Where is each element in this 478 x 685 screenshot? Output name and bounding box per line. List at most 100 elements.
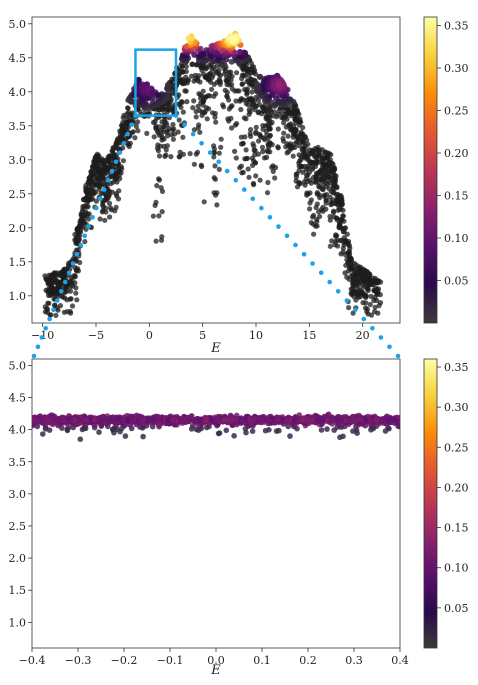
top-data-point [135,128,141,134]
zoom-connector-dot-left [109,168,115,174]
top-data-point [159,209,165,215]
zoom-connector-dot-left [98,196,103,202]
zoom-connector-dot-right [190,131,196,137]
bottom-data-point [155,417,161,423]
top-data-point [307,206,313,212]
top-data-point [311,212,317,218]
top-data-point [344,274,350,280]
top-data-point [107,205,113,211]
bottom-colorbar-tick-label: 0.20 [444,481,469,494]
top-data-point [261,103,267,109]
top-x-axis-label: E [210,341,221,356]
top-data-point [94,151,100,157]
zoom-connector-dot-left [66,270,72,276]
top-data-point [168,154,174,160]
top-data-point [176,101,183,107]
top-data-point [108,173,114,179]
top-data-point [260,149,266,155]
top-colorbar-gradient [423,16,438,324]
zoom-connector-dot-right [242,187,247,192]
bottom-data-point [291,417,298,423]
top-data-point [245,166,251,172]
top-data-point [340,213,346,219]
bottom-y-tick-label: 2.0 [9,552,27,565]
bottom-data-point [231,433,237,439]
top-data-point [102,217,108,223]
top-colorbar-tick-label: 0.10 [444,232,469,245]
bottom-data-point [348,417,355,423]
zoom-connector-dot-right [284,233,290,239]
top-data-point [312,145,318,152]
bottom-data-point [34,417,40,423]
top-y-tick-label: 1.5 [9,256,27,269]
zoom-connector-dot-right [293,242,298,248]
top-data-point [331,208,337,214]
top-data-point [368,293,374,299]
bottom-colorbar-tick-label: 0.05 [444,602,469,615]
top-data-point [214,202,220,208]
bottom-data-point [316,417,322,423]
top-data-point [314,201,320,207]
bottom-scatter-points [32,411,400,443]
zoom-connector-dot-right [318,270,324,276]
top-data-point [144,85,151,92]
zoom-connector-dot-left [55,298,60,303]
top-data-point [182,88,188,94]
bottom-data-point [96,429,102,436]
bottom-data-point [78,417,84,423]
top-data-point [214,63,220,69]
top-data-point [296,152,302,158]
top-data-point [243,147,249,153]
top-colorbar-tick-label: 0.05 [444,275,469,288]
top-data-point [253,129,259,135]
top-data-point [249,89,255,95]
top-data-point [52,302,58,308]
bottom-data-point [192,417,199,424]
top-data-point [260,126,266,132]
zoom-connector-dot-left [113,159,119,165]
top-data-point [243,116,249,122]
bottom-data-point [287,433,293,439]
top-data-point [316,183,322,189]
top-data-point [253,124,259,130]
top-data-point [346,305,352,311]
top-x-tick-label: 15 [302,329,316,342]
bottom-data-point [179,417,186,423]
top-data-point [212,163,218,169]
top-data-point [264,190,271,196]
top-data-point [320,204,326,210]
bottom-x-tick-label: 0.0 [207,654,225,667]
bottom-x-tick-label: −0.1 [157,654,184,667]
zoom-connector-dot-left [31,353,37,359]
top-data-point [222,87,228,93]
zoom-connector-dot-right [395,353,401,359]
top-data-point [280,135,286,142]
top-data-point [304,190,310,196]
top-data-point [306,147,312,153]
bottom-data-point [221,417,227,423]
top-data-point [177,149,183,155]
top-scatter-points [42,30,384,318]
top-data-point [248,127,254,133]
bottom-data-point [340,433,346,440]
zoom-region-box [134,48,178,117]
top-data-point [196,91,202,97]
bottom-data-point [223,427,230,434]
zoom-connector-dot-left [43,326,48,331]
top-colorbar-tick-label: 0.30 [444,62,469,75]
zoom-connector-dot-right [233,178,239,183]
top-data-point [288,121,294,127]
bottom-colorbar-gradient [423,358,438,649]
bottom-data-point [247,417,254,423]
top-data-point [107,153,113,159]
top-scatter-panel: −10−5051015201.01.52.02.53.03.54.04.55.0… [9,16,401,356]
bottom-data-point [367,417,374,423]
top-data-point [296,143,302,149]
top-data-point [42,273,48,279]
top-data-point [226,97,232,103]
bottom-data-point [249,428,256,435]
bottom-y-tick-label: 2.5 [9,520,27,533]
top-data-point [285,133,291,139]
bottom-data-point [95,417,102,423]
zoom-connector-dot-left [94,205,99,211]
